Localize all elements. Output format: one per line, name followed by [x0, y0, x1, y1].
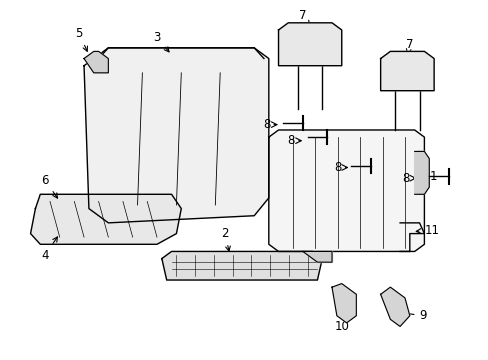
Text: 1: 1 [417, 170, 436, 188]
Polygon shape [84, 48, 268, 223]
Text: 10: 10 [334, 313, 348, 333]
Text: 9: 9 [401, 309, 426, 322]
Text: 8: 8 [263, 118, 270, 131]
Polygon shape [84, 51, 108, 73]
Polygon shape [278, 23, 341, 66]
Text: 8: 8 [334, 161, 341, 174]
Text: 2: 2 [221, 227, 230, 251]
Text: 8: 8 [402, 172, 409, 185]
Text: 7: 7 [405, 38, 413, 54]
Polygon shape [268, 130, 424, 251]
Polygon shape [162, 251, 322, 280]
Text: 3: 3 [153, 31, 169, 52]
Text: 5: 5 [75, 27, 87, 51]
Polygon shape [331, 284, 356, 323]
Text: 7: 7 [299, 9, 309, 26]
Polygon shape [302, 251, 331, 262]
Polygon shape [380, 51, 433, 91]
Polygon shape [414, 152, 428, 194]
Text: 11: 11 [415, 224, 439, 237]
Polygon shape [30, 194, 181, 244]
Polygon shape [380, 287, 409, 327]
Text: 6: 6 [41, 174, 58, 198]
Text: 8: 8 [287, 134, 294, 147]
Text: 4: 4 [41, 237, 58, 261]
